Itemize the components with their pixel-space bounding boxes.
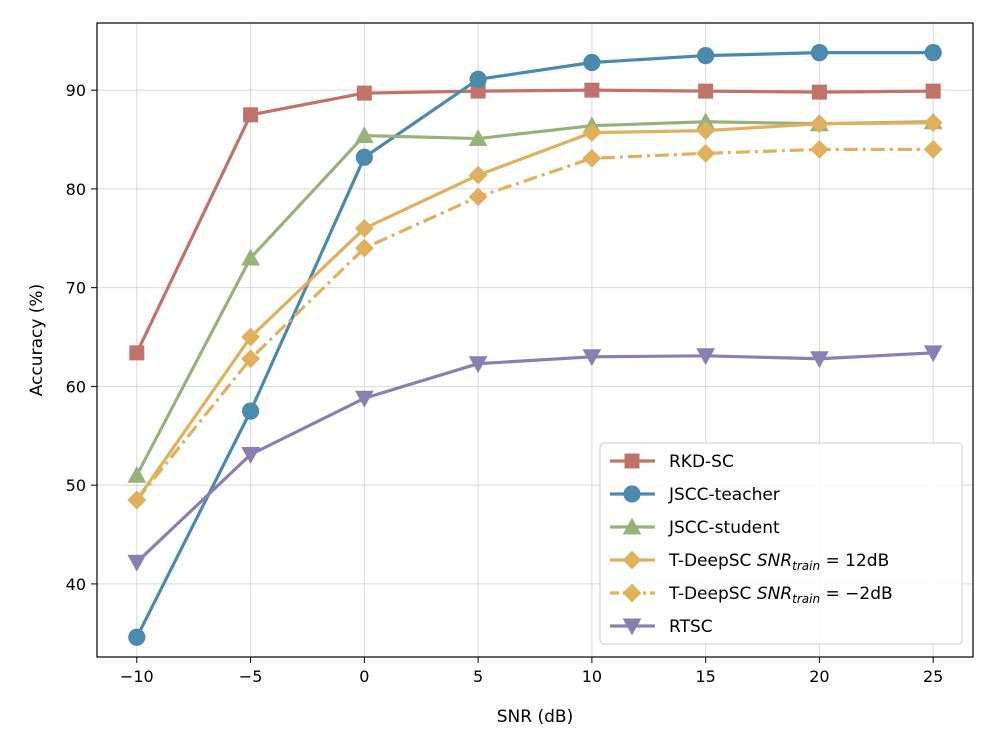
- legend-marker: [622, 550, 642, 570]
- data-point: [584, 82, 600, 98]
- data-point: [811, 84, 827, 100]
- series-line: [135, 147, 934, 501]
- data-point: [698, 83, 714, 99]
- data-point: [469, 70, 487, 88]
- legend-box: [599, 442, 963, 645]
- series-0: [129, 82, 941, 361]
- legend-label: JSCC-student: [668, 518, 780, 538]
- data-point: [356, 85, 372, 101]
- y-tick-label: 60: [66, 377, 86, 396]
- x-axis-label: SNR (dB): [497, 707, 573, 727]
- data-point: [355, 148, 373, 166]
- data-point: [923, 140, 943, 159]
- series-line: [135, 88, 934, 354]
- series-line: [135, 121, 934, 501]
- data-point: [582, 148, 602, 168]
- data-point: [354, 238, 374, 258]
- y-tick-label: 70: [66, 279, 86, 298]
- series-4: [127, 140, 943, 510]
- data-point: [582, 123, 602, 142]
- y-tick-label: 90: [66, 81, 86, 100]
- data-point: [241, 402, 260, 420]
- legend-marker: [622, 517, 642, 535]
- series-1: [128, 44, 942, 646]
- data-point: [696, 121, 716, 141]
- legend-label: RKD-SC: [669, 452, 734, 472]
- data-point: [924, 44, 942, 62]
- data-point: [810, 351, 829, 369]
- data-point: [925, 83, 941, 99]
- y-tick-label: 40: [66, 575, 86, 594]
- data-point: [127, 554, 147, 572]
- data-point: [468, 356, 488, 374]
- legend-marker: [623, 485, 641, 503]
- data-point: [468, 187, 488, 207]
- legend-marker: [622, 583, 642, 603]
- data-point: [354, 390, 374, 408]
- data-point: [582, 349, 602, 367]
- data-point: [354, 219, 374, 238]
- series-group: [127, 44, 943, 646]
- series-line: [135, 351, 934, 564]
- data-point: [241, 447, 260, 464]
- data-point: [468, 165, 488, 185]
- y-tick-label: 80: [66, 180, 86, 199]
- data-point: [923, 345, 943, 363]
- x-tick-label: −5: [239, 667, 263, 686]
- series-line: [135, 51, 934, 638]
- legend-item: T-DeepSC SNRtrain = −2dB: [610, 583, 893, 606]
- y-axis-label: Accuracy (%): [27, 284, 47, 396]
- legend-label: T-DeepSC SNRtrain = −2dB: [668, 584, 893, 606]
- data-point: [127, 490, 147, 510]
- legend-label: RTSC: [669, 617, 713, 637]
- legend-marker: [622, 618, 642, 636]
- data-point: [241, 248, 260, 266]
- data-point: [697, 46, 715, 65]
- legend: RKD-SC JSCC-teacher JSCC-student T-DeepSC S…: [599, 442, 963, 645]
- data-point: [810, 114, 829, 134]
- legend-item: T-DeepSC SNRtrain = 12dB: [610, 550, 889, 573]
- x-tick-label: 25: [923, 667, 943, 686]
- series-5: [127, 345, 943, 572]
- data-point: [243, 107, 259, 123]
- data-point: [696, 143, 716, 163]
- data-point: [696, 112, 716, 130]
- legend-item: RTSC: [610, 617, 713, 637]
- data-point: [127, 465, 147, 483]
- x-tick-label: 20: [809, 667, 829, 686]
- x-tick-label: 0: [359, 667, 369, 686]
- data-point: [241, 349, 260, 369]
- data-point: [241, 327, 260, 347]
- legend-item: RKD-SC: [610, 452, 734, 472]
- data-point: [696, 348, 716, 366]
- x-tick-label: 10: [582, 667, 602, 686]
- data-point: [470, 83, 486, 99]
- data-point: [810, 140, 829, 159]
- data-point: [468, 129, 488, 147]
- plot-frame: [96, 22, 974, 658]
- legend-label: T-DeepSC SNRtrain = 12dB: [668, 551, 889, 573]
- legend-item: JSCC-student: [610, 517, 780, 538]
- data-point: [354, 126, 374, 144]
- legend-item: JSCC-teacher: [610, 485, 780, 505]
- x-tick-label: 15: [695, 667, 715, 686]
- legend-marker: [624, 453, 640, 469]
- data-point: [810, 44, 829, 62]
- y-tick-label: 50: [66, 476, 86, 495]
- x-tick-label: −10: [120, 667, 154, 686]
- data-point: [128, 628, 146, 646]
- x-tick-label: 5: [473, 667, 483, 686]
- data-point: [583, 53, 601, 72]
- data-point: [129, 345, 145, 361]
- axes: −10 −5 0 5 10 15 20 25 40 50 60 70 80 90: [66, 81, 944, 686]
- data-point: [923, 113, 943, 133]
- legend-label: JSCC-teacher: [668, 485, 780, 505]
